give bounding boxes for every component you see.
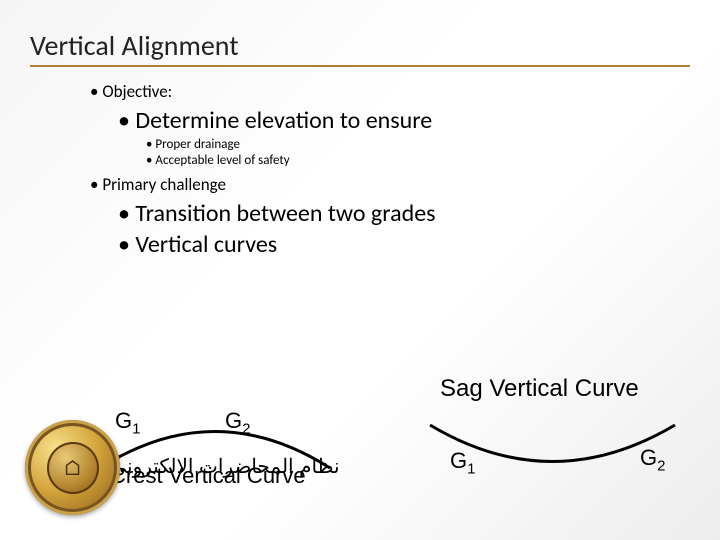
title-rule xyxy=(30,65,690,67)
bullet-transition: Transition between two grades xyxy=(118,199,690,228)
crest-curve-title: Crest Vertical Curve xyxy=(110,463,306,489)
bullet-drainage: Proper drainage xyxy=(146,137,690,152)
g-symbol: G xyxy=(640,445,657,470)
bullet-determine: Determine elevation to ensure xyxy=(118,106,690,135)
slide-title: Vertical Alignment xyxy=(30,28,690,63)
sag-g2-label: G2 xyxy=(640,445,665,474)
bullet-safety: Acceptable level of safety xyxy=(146,153,690,168)
bullet-objective: Objective: xyxy=(90,81,690,102)
bullet-content: Objective: Determine elevation to ensure… xyxy=(90,81,690,259)
g-subscript: 1 xyxy=(132,420,140,437)
seal-inner-disc: ⌂ xyxy=(47,442,99,494)
seal-outer-ring: ⌂ xyxy=(25,420,120,515)
crest-g2-label: G2 xyxy=(225,408,250,437)
g-symbol: G xyxy=(450,448,467,473)
g-subscript: 2 xyxy=(242,420,250,437)
sag-curve-title: Sag Vertical Curve xyxy=(440,375,639,403)
g-subscript: 2 xyxy=(657,457,665,474)
sag-g1-label: G1 xyxy=(450,448,475,477)
g-subscript: 1 xyxy=(467,460,475,477)
seal-emblem: ⌂ xyxy=(25,420,120,515)
bullet-vcurves: Vertical curves xyxy=(118,230,690,259)
g-symbol: G xyxy=(225,408,242,433)
bullet-primary: Primary challenge xyxy=(90,174,690,195)
